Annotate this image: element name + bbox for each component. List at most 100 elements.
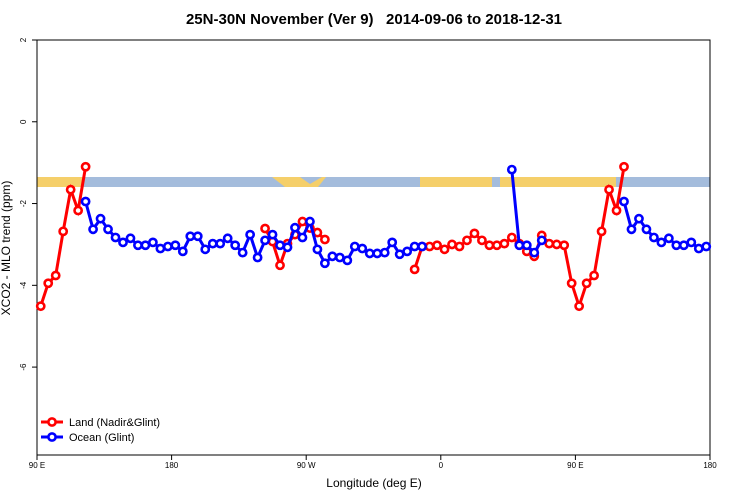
- data-point: [349, 241, 360, 252]
- data-point: [200, 244, 211, 255]
- data-point: [499, 238, 510, 249]
- data-point: [252, 252, 263, 263]
- y-tick-label: -6: [19, 363, 28, 371]
- data-point: [678, 240, 689, 251]
- data-point: [596, 226, 607, 237]
- data-point: [409, 241, 420, 252]
- legend-label: Ocean (Glint): [69, 432, 134, 444]
- data-point: [297, 232, 308, 243]
- data-point: [162, 241, 173, 252]
- data-point: [566, 278, 577, 289]
- data-point: [432, 240, 442, 251]
- series: [80, 164, 712, 269]
- data-point: [260, 223, 270, 234]
- data-point: [581, 278, 592, 289]
- data-point: [327, 251, 338, 262]
- data-point: [35, 301, 46, 312]
- data-point: [379, 247, 390, 258]
- data-point: [469, 228, 480, 239]
- y-tick-label: 0: [19, 119, 28, 124]
- data-point: [574, 301, 585, 312]
- data-point: [50, 270, 61, 281]
- data-point: [619, 196, 629, 207]
- data-point: [177, 246, 188, 257]
- data-point: [551, 239, 562, 250]
- data-point: [275, 260, 285, 271]
- data-point: [80, 161, 91, 172]
- data-point: [140, 240, 151, 251]
- data-point: [319, 234, 330, 245]
- legend-marker: [47, 417, 57, 427]
- legend-label: Land (Nadir&Glint): [69, 417, 160, 429]
- data-point: [342, 255, 353, 266]
- data-point: [312, 244, 323, 255]
- data-point: [439, 244, 450, 255]
- data-point: [170, 240, 181, 251]
- data-point: [364, 248, 375, 259]
- data-point: [641, 224, 652, 235]
- data-point: [372, 248, 383, 259]
- data-point: [417, 241, 428, 252]
- data-point: [529, 247, 540, 258]
- y-tick-label: -4: [19, 281, 28, 289]
- data-point: [559, 240, 570, 251]
- data-point: [185, 231, 196, 242]
- data-point: [506, 164, 517, 175]
- data-point: [118, 237, 128, 248]
- data-point: [245, 229, 256, 240]
- data-point: [282, 242, 293, 253]
- map-strip: [37, 177, 710, 187]
- data-point: [207, 238, 218, 249]
- x-tick-label: 0: [439, 461, 444, 470]
- data-point: [95, 213, 106, 224]
- data-point: [334, 252, 345, 263]
- data-point: [58, 226, 69, 237]
- data-point: [521, 240, 532, 251]
- data-point: [125, 233, 136, 244]
- data-point: [611, 205, 622, 216]
- data-point: [619, 161, 629, 172]
- data-point: [701, 241, 712, 252]
- data-point: [80, 196, 91, 207]
- data-point: [215, 238, 226, 249]
- data-point: [110, 232, 121, 243]
- data-point: [656, 237, 667, 248]
- chart-title: 25N-30N November (Ver 9) 2014-09-06 to 2…: [186, 11, 562, 28]
- data-point: [297, 216, 308, 227]
- data-point: [477, 235, 487, 246]
- data-point: [447, 239, 457, 250]
- data-point: [394, 249, 405, 260]
- data-point: [649, 232, 659, 243]
- data-point: [103, 224, 113, 235]
- data-point: [424, 241, 435, 252]
- data-point: [267, 229, 278, 240]
- y-tick-label: 2: [19, 37, 28, 42]
- data-point: [491, 240, 502, 251]
- y-axis-label: XCO2 - MLO trend (ppm): [0, 181, 13, 316]
- data-point: [275, 240, 285, 251]
- data-point: [671, 240, 682, 251]
- data-point: [73, 205, 84, 216]
- data-point: [589, 270, 599, 281]
- x-tick-label: 90 W: [297, 461, 316, 470]
- data-point: [402, 246, 413, 257]
- data-point: [155, 243, 166, 254]
- data-point: [409, 264, 420, 275]
- data-point: [544, 238, 555, 249]
- data-point: [536, 235, 547, 246]
- x-tick-label: 90 E: [567, 461, 583, 470]
- data-point: [693, 243, 704, 254]
- data-point: [462, 235, 472, 246]
- data-point: [148, 237, 158, 248]
- data-point: [454, 241, 465, 252]
- data-point: [43, 278, 54, 289]
- data-point: [133, 240, 143, 251]
- data-point: [305, 216, 315, 227]
- data-point: [222, 233, 233, 244]
- legend-marker: [47, 432, 57, 442]
- data-point: [192, 231, 203, 242]
- data-point: [604, 184, 614, 195]
- data-point: [686, 237, 697, 248]
- data-point: [88, 224, 98, 235]
